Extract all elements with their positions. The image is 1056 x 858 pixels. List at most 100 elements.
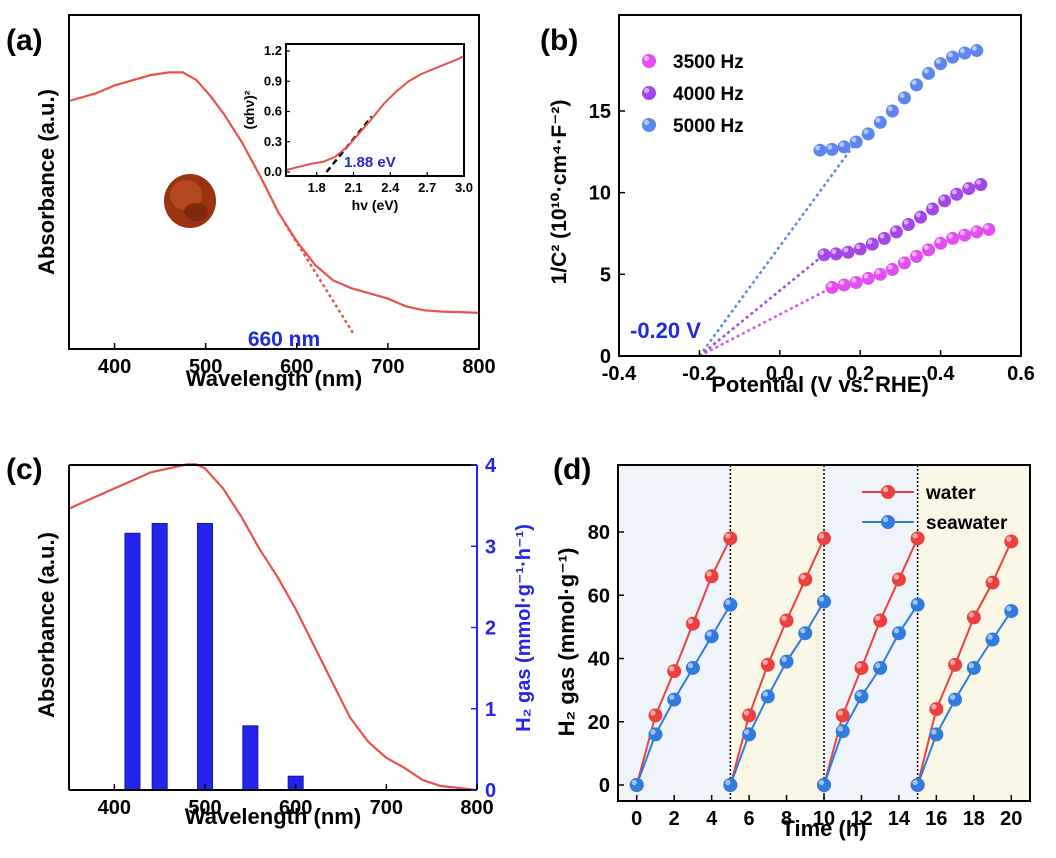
panel-c-xlabel: Wavelength (nm) (185, 804, 361, 829)
data-point (985, 632, 1000, 647)
data-point (877, 231, 891, 245)
inset-y-tick-label: 0.6 (264, 104, 282, 119)
absorbance-curve (68, 71, 480, 314)
data-point (946, 231, 960, 245)
data-point (813, 143, 827, 157)
data-point (910, 531, 925, 546)
data-point-highlight (931, 729, 937, 735)
legend-marker-highlight (882, 516, 889, 523)
data-point (938, 194, 952, 208)
data-point (835, 724, 850, 739)
data-point-highlight (762, 691, 769, 697)
panel-b-y-tick-label: 10 (589, 183, 611, 205)
legend-marker-highlight (643, 119, 650, 126)
data-point-highlight (899, 258, 905, 264)
data-point (873, 267, 887, 281)
data-point (889, 225, 903, 239)
data-point-highlight (976, 179, 981, 185)
data-point-highlight (725, 599, 731, 605)
inset-x-tick-label: 1.8 (308, 180, 326, 195)
panel-b-legend: 3500 Hz 4000 Hz 5000 Hz (642, 52, 744, 137)
data-point-highlight (903, 219, 909, 225)
data-point (853, 242, 867, 256)
data-point-highlight (912, 779, 918, 786)
data-point-highlight (899, 93, 905, 99)
data-point-highlight (875, 117, 881, 123)
data-point-highlight (687, 662, 694, 669)
data-point (926, 202, 940, 216)
legend-label: 5000 Hz (673, 116, 744, 137)
data-point (950, 187, 964, 201)
panel-d-y-tick-label: 0 (599, 775, 610, 797)
data-point (837, 140, 851, 154)
panel-d-x-tick-label: 16 (925, 808, 947, 830)
panel-c-yR-tick-label: 0 (485, 780, 496, 802)
legend-marker (642, 54, 656, 68)
data-point-highlight (863, 129, 869, 135)
inset-xlabel: hv (eV) (352, 197, 399, 213)
data-point-highlight (827, 144, 833, 150)
panel-a-xlabel: Wavelength (nm) (186, 366, 362, 391)
panel-b-xlabel: Potential (V vs. RHE) (711, 372, 929, 397)
panel-d-x-tick-label: 4 (706, 808, 718, 830)
data-point (837, 278, 851, 292)
data-point-highlight (875, 269, 881, 275)
inset-y-tick-label: 0.3 (264, 134, 282, 149)
panel-a-x-tick-label: 700 (371, 356, 404, 378)
legend-label: 4000 Hz (673, 84, 744, 105)
data-point-highlight (947, 52, 953, 58)
data-point (861, 127, 875, 141)
data-point (667, 692, 682, 707)
data-point-highlight (875, 662, 881, 669)
panel-c-ylabel-left: Absorbance (a.u.) (34, 532, 59, 718)
data-point (685, 660, 700, 675)
legend-marker (642, 118, 656, 132)
panel-c-x-tick-label: 400 (98, 797, 131, 819)
data-point (704, 629, 719, 644)
panel-d-x-tick-label: 10 (813, 808, 835, 830)
data-point (742, 708, 757, 723)
data-point (854, 689, 869, 704)
data-point (667, 664, 682, 679)
data-point (948, 692, 963, 707)
data-point-highlight (968, 662, 975, 669)
panel-a-ylabel: Absorbance (a.u.) (34, 89, 59, 275)
data-point (910, 597, 925, 612)
panel-b-x-tick-label: 0.4 (927, 363, 956, 385)
legend-label: water (925, 483, 976, 504)
data-point (958, 228, 972, 242)
data-point (885, 104, 899, 118)
data-point-highlight (875, 615, 881, 621)
data-point (817, 778, 831, 792)
panel-b: -0.4 -0.2 0.0 0.2 0.4 0.6 0 5 10 15 Potential (V v… (548, 14, 1035, 397)
data-point-highlight (931, 703, 937, 710)
data-point-highlight (984, 224, 990, 230)
panel-b-x-tick-label: 0.0 (766, 363, 794, 385)
aqe-bar (151, 523, 168, 791)
aqe-bar (124, 532, 141, 791)
data-point-highlight (887, 106, 893, 112)
data-point-highlight (863, 273, 869, 279)
data-point-highlight (912, 599, 918, 605)
data-point (962, 182, 976, 196)
panel-a-frame (68, 14, 480, 350)
panel-b-x-tick-label: 0.2 (846, 363, 874, 385)
panel-c-x-tick-label: 500 (188, 797, 221, 819)
panel-d-x-tick-label: 18 (963, 808, 985, 830)
data-point-highlight (669, 694, 675, 700)
data-point (1004, 534, 1019, 549)
panel-d-letter: (d) (553, 453, 591, 486)
data-point-highlight (912, 533, 918, 539)
panel-b-x-tick-label: 0.6 (1007, 363, 1035, 385)
data-point-highlight (915, 212, 921, 218)
data-point (861, 271, 875, 285)
mott-schottky-fit-line (698, 253, 825, 357)
data-point-highlight (725, 779, 731, 786)
data-point (849, 135, 863, 149)
data-point-highlight (800, 574, 806, 580)
data-point-highlight (911, 251, 917, 257)
panel-c-yR-tick-label: 3 (485, 536, 496, 558)
data-point (891, 572, 906, 587)
panel-d-legend: water seawater (862, 483, 1008, 534)
